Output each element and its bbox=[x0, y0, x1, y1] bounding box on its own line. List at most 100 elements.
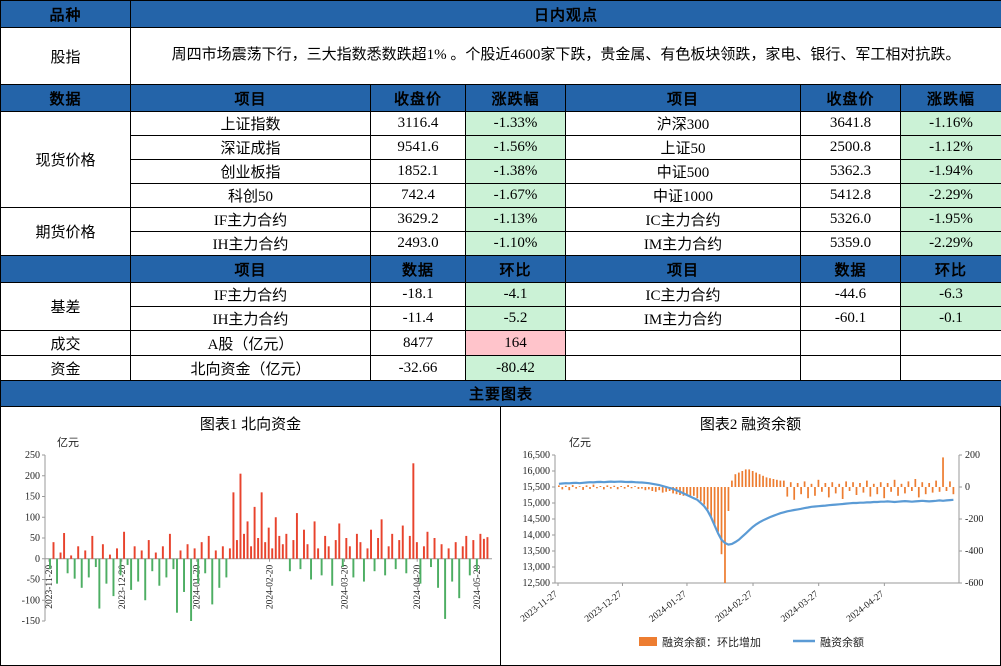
row-label-stock-index: 股指 bbox=[0, 27, 131, 85]
header-item-right: 项目 bbox=[565, 84, 801, 112]
legend: 融资余额：环比增加 融资余额 bbox=[639, 635, 864, 649]
svg-text:2024-01-20: 2024-01-20 bbox=[193, 565, 203, 610]
header-close-left: 收盘价 bbox=[370, 84, 466, 112]
spot-1-left-name: 深证成指 bbox=[130, 135, 371, 160]
fut-0-right-close: 5326.0 bbox=[800, 207, 901, 232]
empty-cell bbox=[565, 330, 801, 356]
spot-1-right-close: 2500.8 bbox=[800, 135, 901, 160]
chart1-cell: 图表1 北向资金 250 200 150 100 50 0 -50 -100 -150 亿元 202… bbox=[1, 407, 501, 665]
market-commentary: 周四市场震荡下行，三大指数悉数跌超1% 。个股近4600家下跌，贵金属、有色板块… bbox=[129, 27, 1001, 85]
spot-2-right-close: 5362.3 bbox=[800, 159, 901, 184]
basis-0-left-mom: -4.1 bbox=[465, 282, 566, 307]
basis-1-right-name: IM主力合约 bbox=[565, 306, 801, 331]
svg-text:2024-03-27: 2024-03-27 bbox=[779, 589, 820, 624]
svg-text:200: 200 bbox=[25, 471, 40, 482]
spot-0-right-close: 3641.8 bbox=[800, 111, 901, 136]
fut-0-right-change: -1.95% bbox=[899, 207, 1001, 232]
spot-2-left-close: 1852.1 bbox=[370, 159, 466, 184]
svg-text:0: 0 bbox=[35, 554, 40, 565]
basis-0-left-name: IF主力合约 bbox=[130, 282, 371, 307]
svg-text:2024-01-27: 2024-01-27 bbox=[648, 589, 689, 624]
svg-text:100: 100 bbox=[25, 512, 40, 523]
svg-text:50: 50 bbox=[30, 533, 40, 544]
spot-0-left-name: 上证指数 bbox=[130, 111, 371, 136]
svg-text:15,000: 15,000 bbox=[523, 498, 551, 509]
row-label-funds: 资金 bbox=[0, 355, 131, 381]
basis-header-item-left: 项目 bbox=[130, 255, 371, 283]
svg-text:0: 0 bbox=[965, 482, 970, 493]
spot-1-right-name: 上证50 bbox=[565, 135, 801, 160]
chart2-cell: 图表2 融资余额 16,500 16,000 15,500 15,000 14,500 1… bbox=[501, 407, 1000, 665]
svg-text:2023-12-20: 2023-12-20 bbox=[118, 565, 128, 610]
svg-text:150: 150 bbox=[25, 492, 40, 503]
svg-text:16,500: 16,500 bbox=[523, 450, 551, 461]
daily-report-table: 品种 日内观点 股指 周四市场震荡下行，三大指数悉数跌超1% 。个股近4600家… bbox=[0, 0, 1001, 407]
spot-3-left-change: -1.67% bbox=[465, 183, 566, 208]
svg-text:亿元: 亿元 bbox=[57, 436, 79, 449]
basis-0-left-value: -18.1 bbox=[370, 282, 466, 307]
svg-text:200: 200 bbox=[965, 450, 980, 461]
basis-0-right-value: -44.6 bbox=[800, 282, 901, 307]
chart-axes: 16,500 16,000 15,500 15,000 14,500 14,000 13,5… bbox=[519, 436, 983, 625]
svg-text:16,000: 16,000 bbox=[523, 466, 551, 477]
svg-text:2024-03-20: 2024-03-20 bbox=[340, 565, 350, 610]
fut-0-left-close: 3629.2 bbox=[370, 207, 466, 232]
spot-2-right-change: -1.94% bbox=[899, 159, 1001, 184]
header-change-left: 涨跌幅 bbox=[465, 84, 566, 112]
svg-text:-100: -100 bbox=[22, 595, 40, 606]
svg-text:2024-04-20: 2024-04-20 bbox=[413, 565, 423, 610]
spot-3-left-close: 742.4 bbox=[370, 183, 466, 208]
northbound-name: 北向资金（亿元） bbox=[130, 355, 371, 381]
svg-text:2024-05-20: 2024-05-20 bbox=[473, 565, 483, 610]
svg-text:15,500: 15,500 bbox=[523, 482, 551, 493]
row-label-basis: 基差 bbox=[0, 282, 131, 331]
svg-text:13,500: 13,500 bbox=[523, 546, 551, 557]
header-data: 数据 bbox=[0, 84, 131, 112]
basis-0-right-name: IC主力合约 bbox=[565, 282, 801, 307]
spot-3-right-change: -2.29% bbox=[899, 183, 1001, 208]
row-label-spot-prices: 现货价格 bbox=[0, 111, 131, 208]
fut-1-left-name: IH主力合约 bbox=[130, 231, 371, 256]
svg-text:-600: -600 bbox=[965, 578, 983, 589]
svg-text:2024-02-27: 2024-02-27 bbox=[714, 589, 755, 624]
header-daily-view: 日内观点 bbox=[129, 0, 1001, 28]
spot-0-right-change: -1.16% bbox=[899, 111, 1001, 136]
fut-1-right-change: -2.29% bbox=[899, 231, 1001, 256]
svg-text:2024-04-27: 2024-04-27 bbox=[845, 589, 886, 624]
basis-1-left-value: -11.4 bbox=[370, 306, 466, 331]
header-variety: 品种 bbox=[0, 0, 131, 28]
basis-1-right-mom: -0.1 bbox=[899, 306, 1001, 331]
svg-text:2023-12-27: 2023-12-27 bbox=[583, 589, 624, 624]
svg-text:融资余额: 融资余额 bbox=[820, 635, 864, 649]
svg-text:亿元: 亿元 bbox=[569, 436, 591, 449]
spot-2-right-name: 中证500 bbox=[565, 159, 801, 184]
basis-header-mom-right: 环比 bbox=[899, 255, 1001, 283]
spot-2-left-name: 创业板指 bbox=[130, 159, 371, 184]
spot-1-left-close: 9541.6 bbox=[370, 135, 466, 160]
charts-section: 图表1 北向资金 250 200 150 100 50 0 -50 -100 -150 亿元 202… bbox=[0, 407, 1001, 666]
svg-text:14,500: 14,500 bbox=[523, 514, 551, 525]
svg-text:融资余额：环比增加: 融资余额：环比增加 bbox=[662, 635, 761, 649]
turnover-value: 8477 bbox=[370, 330, 466, 356]
spot-1-right-change: -1.12% bbox=[899, 135, 1001, 160]
margin-balance-chart: 16,500 16,000 15,500 15,000 14,500 14,000 13,5… bbox=[519, 436, 983, 649]
spot-3-right-close: 5412.8 bbox=[800, 183, 901, 208]
svg-text:2023-11-20: 2023-11-20 bbox=[45, 565, 55, 609]
svg-text:-400: -400 bbox=[965, 546, 983, 557]
basis-header-blank bbox=[0, 255, 131, 283]
fut-0-left-name: IF主力合约 bbox=[130, 207, 371, 232]
spot-0-left-change: -1.33% bbox=[465, 111, 566, 136]
spot-3-right-name: 中证1000 bbox=[565, 183, 801, 208]
row-label-turnover: 成交 bbox=[0, 330, 131, 356]
basis-header-data-left: 数据 bbox=[370, 255, 466, 283]
spot-0-right-name: 沪深300 bbox=[565, 111, 801, 136]
flow-bars bbox=[49, 463, 489, 621]
basis-1-left-name: IH主力合约 bbox=[130, 306, 371, 331]
empty-cell bbox=[899, 355, 1001, 381]
fut-1-left-change: -1.10% bbox=[465, 231, 566, 256]
empty-cell bbox=[565, 355, 801, 381]
fut-1-right-close: 5359.0 bbox=[800, 231, 901, 256]
chart-axes: 250 200 150 100 50 0 -50 -100 -150 亿元 2023-11-20 20… bbox=[22, 436, 492, 627]
spot-2-left-change: -1.38% bbox=[465, 159, 566, 184]
svg-text:250: 250 bbox=[25, 450, 40, 461]
